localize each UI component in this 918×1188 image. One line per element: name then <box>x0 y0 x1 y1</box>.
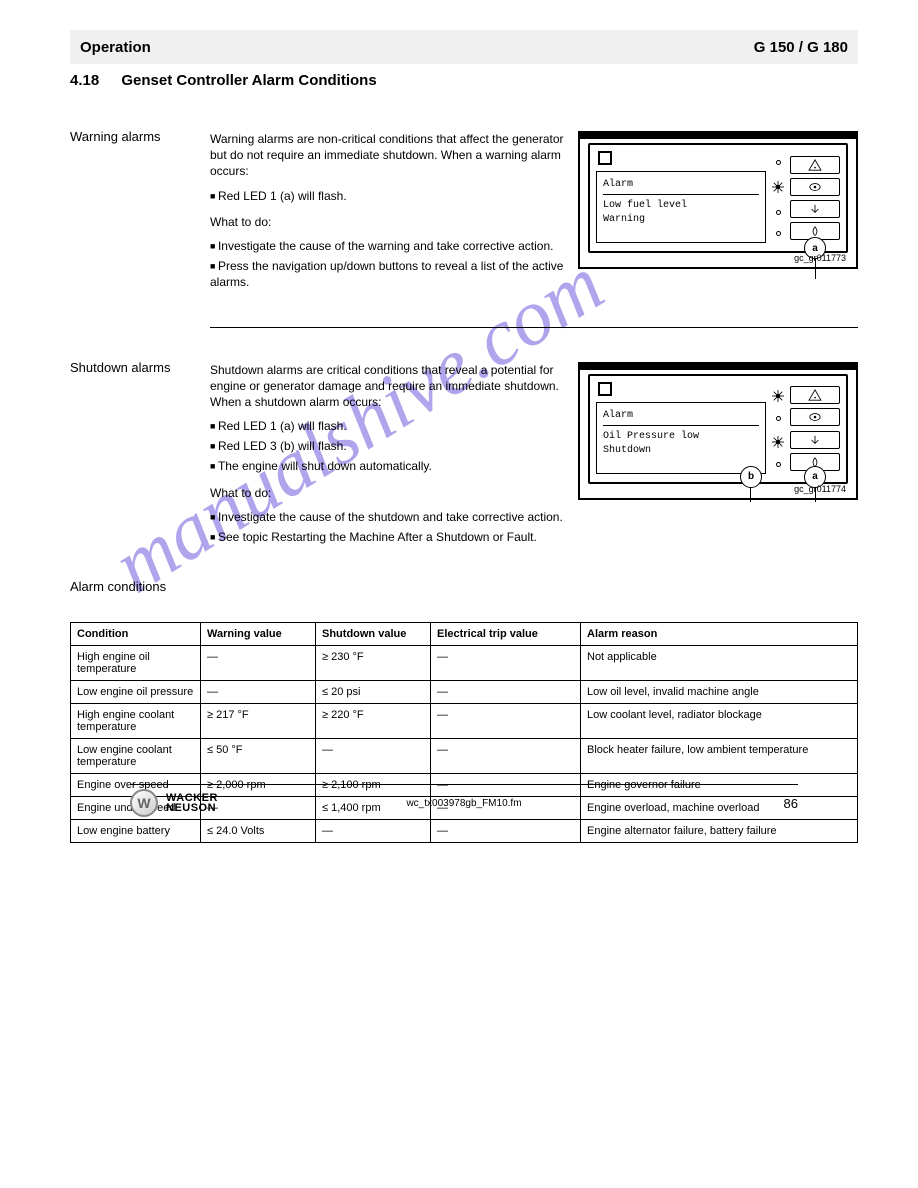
table-cell: ≥ 230 °F <box>316 646 431 681</box>
shutdown-bullet: Red LED 3 (b) will flash. <box>210 438 568 454</box>
table-header-row: Condition Warning value Shutdown value E… <box>71 623 858 646</box>
shutdown-bullet: The engine will shut down automatically. <box>210 458 568 474</box>
table-cell: ≤ 50 °F <box>201 739 316 774</box>
warning-bullet: Red LED 1 (a) will flash. <box>210 188 568 204</box>
section-heading: Genset Controller Alarm Conditions <box>121 72 376 89</box>
table-cell: High engine coolant temperature <box>71 704 201 739</box>
lcd-line1: Low fuel level <box>603 199 759 213</box>
header-right: G 150 / G 180 <box>754 39 848 56</box>
table-row: Low engine battery≤ 24.0 Volts——Engine a… <box>71 820 858 843</box>
shutdown-bullet: Red LED 1 (a) will flash. <box>210 418 568 434</box>
table-row: High engine coolant temperature≥ 217 °F≥… <box>71 704 858 739</box>
logo-icon: W <box>130 789 158 817</box>
th-trip: Electrical trip value <box>431 623 581 646</box>
label-warning: Warning alarms <box>70 129 210 144</box>
table-cell: High engine oil temperature <box>71 646 201 681</box>
table-cell: ≥ 220 °F <box>316 704 431 739</box>
table-cell: ≤ 20 psi <box>316 681 431 704</box>
lcd-alarm-label: Alarm <box>603 409 759 423</box>
table-cell: — <box>431 820 581 843</box>
th-warning: Warning value <box>201 623 316 646</box>
table-cell: Block heater failure, low ambient temper… <box>581 739 858 774</box>
page-footer: W WACKER NEUSON wc_tx003978gb_FM10.fm 86 <box>130 784 798 817</box>
th-reason: Alarm reason <box>581 623 858 646</box>
led-flash-icon <box>772 390 784 402</box>
th-condition: Condition <box>71 623 201 646</box>
panel-figure-1: Alarm Low fuel level Warning <box>578 131 858 269</box>
table-cell: Low oil level, invalid machine angle <box>581 681 858 704</box>
shutdown-bullet: Investigate the cause of the shutdown an… <box>210 509 568 525</box>
figure-code: gc_gr011774 <box>794 484 846 494</box>
led-dot <box>776 416 781 421</box>
brand-line2: NEUSON <box>166 803 218 813</box>
panel-eye-button <box>790 178 840 196</box>
table-cell: — <box>201 681 316 704</box>
table-cell: Low coolant level, radiator blockage <box>581 704 858 739</box>
table-cell: Engine alternator failure, battery failu… <box>581 820 858 843</box>
table-cell: — <box>431 739 581 774</box>
table-cell: Low engine oil pressure <box>71 681 201 704</box>
led-flash-icon <box>772 436 784 448</box>
callout-b: b <box>740 466 762 488</box>
led-flash-icon <box>772 181 784 193</box>
panel-down-button <box>790 431 840 449</box>
table-cell: ≥ 217 °F <box>201 704 316 739</box>
th-shutdown: Shutdown value <box>316 623 431 646</box>
warning-bullet: Investigate the cause of the warning and… <box>210 238 568 254</box>
table-cell: — <box>431 704 581 739</box>
table-row: Low engine oil pressure—≤ 20 psi—Low oil… <box>71 681 858 704</box>
led-dot <box>776 231 781 236</box>
label-alarm-conditions: Alarm conditions <box>70 579 210 594</box>
section-number: 4.18 <box>70 72 99 89</box>
lcd-line2: Shutdown <box>603 444 759 458</box>
table-cell: Low engine battery <box>71 820 201 843</box>
table-row: High engine oil temperature—≥ 230 °F—Not… <box>71 646 858 681</box>
led-dot <box>776 160 781 165</box>
footer-center: wc_tx003978gb_FM10.fm <box>406 798 521 809</box>
lcd-line1: Oil Pressure low <box>603 430 759 444</box>
panel-down-button <box>790 200 840 218</box>
panel-eye-button <box>790 408 840 426</box>
table-row: Low engine coolant temperature≤ 50 °F——B… <box>71 739 858 774</box>
panel-stop-button <box>790 156 840 174</box>
warning-bullets-1: Red LED 1 (a) will flash. <box>210 188 568 204</box>
panel-figure-2: Alarm Oil Pressure low Shutdown <box>578 362 858 500</box>
table-cell: ≤ 24.0 Volts <box>201 820 316 843</box>
table-cell: — <box>201 646 316 681</box>
section-title: 4.18 Genset Controller Alarm Conditions <box>70 72 858 89</box>
shutdown-bullets-1: Red LED 1 (a) will flash. Red LED 3 (b) … <box>210 418 568 475</box>
shutdown-text-1: Shutdown alarms are critical conditions … <box>210 362 568 411</box>
warning-bullet: Press the navigation up/down buttons to … <box>210 258 568 290</box>
table-cell: — <box>316 820 431 843</box>
lcd-line2: Warning <box>603 213 759 227</box>
lcd-alarm-label: Alarm <box>603 178 759 192</box>
table-cell: — <box>431 681 581 704</box>
page-header: Operation G 150 / G 180 <box>70 30 858 64</box>
logo-text: WACKER NEUSON <box>166 793 218 814</box>
shutdown-bullet: See topic Restarting the Machine After a… <box>210 529 568 545</box>
led-dot <box>776 462 781 467</box>
shutdown-bullets-2: Investigate the cause of the shutdown an… <box>210 509 568 545</box>
header-left: Operation <box>80 39 151 56</box>
table-cell: — <box>316 739 431 774</box>
warning-text-2: What to do: <box>210 214 568 230</box>
figure-code: gc_gr011773 <box>794 253 846 263</box>
warning-text-1: Warning alarms are non-critical conditio… <box>210 131 568 180</box>
table-cell: Not applicable <box>581 646 858 681</box>
panel-stop-button <box>790 386 840 404</box>
shutdown-text-2: What to do: <box>210 485 568 501</box>
table-cell: Low engine coolant temperature <box>71 739 201 774</box>
table-cell: — <box>431 646 581 681</box>
page-number: 86 <box>784 796 798 811</box>
warning-bullets-2: Investigate the cause of the warning and… <box>210 238 568 291</box>
led-dot <box>776 210 781 215</box>
label-shutdown: Shutdown alarms <box>70 360 210 375</box>
